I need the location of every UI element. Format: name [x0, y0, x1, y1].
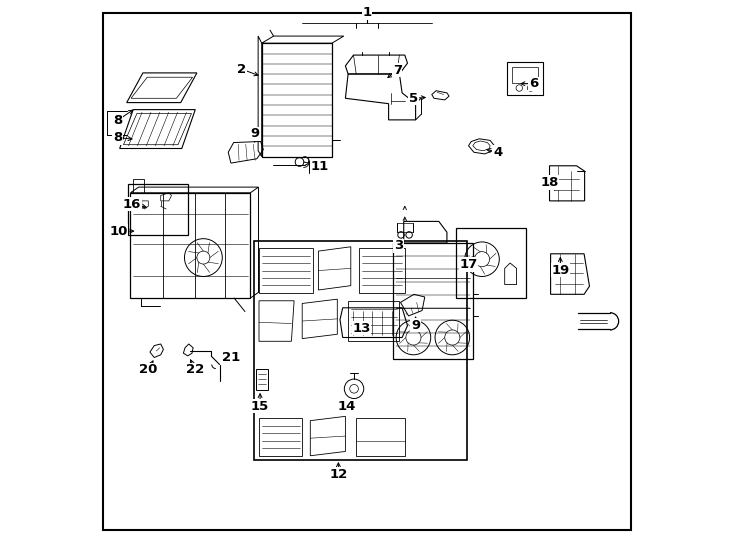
Bar — [259, 418, 302, 456]
Bar — [359, 248, 404, 293]
Bar — [456, 228, 526, 298]
Bar — [507, 62, 542, 94]
Text: 7: 7 — [393, 64, 401, 77]
Bar — [512, 67, 538, 83]
Text: 4: 4 — [493, 146, 502, 159]
Bar — [256, 369, 268, 390]
Text: 11: 11 — [310, 160, 329, 173]
Text: 13: 13 — [352, 322, 371, 335]
Bar — [128, 184, 188, 235]
Text: 22: 22 — [186, 363, 204, 376]
Text: 3: 3 — [393, 239, 403, 252]
Text: 16: 16 — [123, 198, 141, 211]
Bar — [259, 248, 313, 293]
Bar — [356, 418, 404, 456]
Bar — [348, 301, 399, 341]
Text: 19: 19 — [551, 264, 570, 276]
Text: 17: 17 — [459, 258, 478, 271]
Bar — [393, 243, 473, 359]
Text: 20: 20 — [139, 363, 158, 376]
Text: 5: 5 — [409, 92, 418, 105]
Text: 2: 2 — [237, 63, 247, 76]
Text: 9: 9 — [411, 319, 420, 332]
Bar — [262, 43, 332, 157]
Text: 9: 9 — [250, 127, 259, 140]
Text: 21: 21 — [222, 351, 240, 364]
Bar — [254, 241, 467, 460]
Text: 8: 8 — [113, 131, 122, 144]
Bar — [131, 193, 250, 298]
Text: 6: 6 — [528, 77, 538, 90]
Text: 18: 18 — [540, 176, 559, 189]
Text: 15: 15 — [251, 400, 269, 413]
Text: 12: 12 — [330, 468, 347, 481]
Text: 14: 14 — [338, 400, 356, 413]
Text: 1: 1 — [363, 6, 371, 19]
Text: 8: 8 — [113, 114, 122, 127]
Text: 10: 10 — [109, 225, 128, 238]
